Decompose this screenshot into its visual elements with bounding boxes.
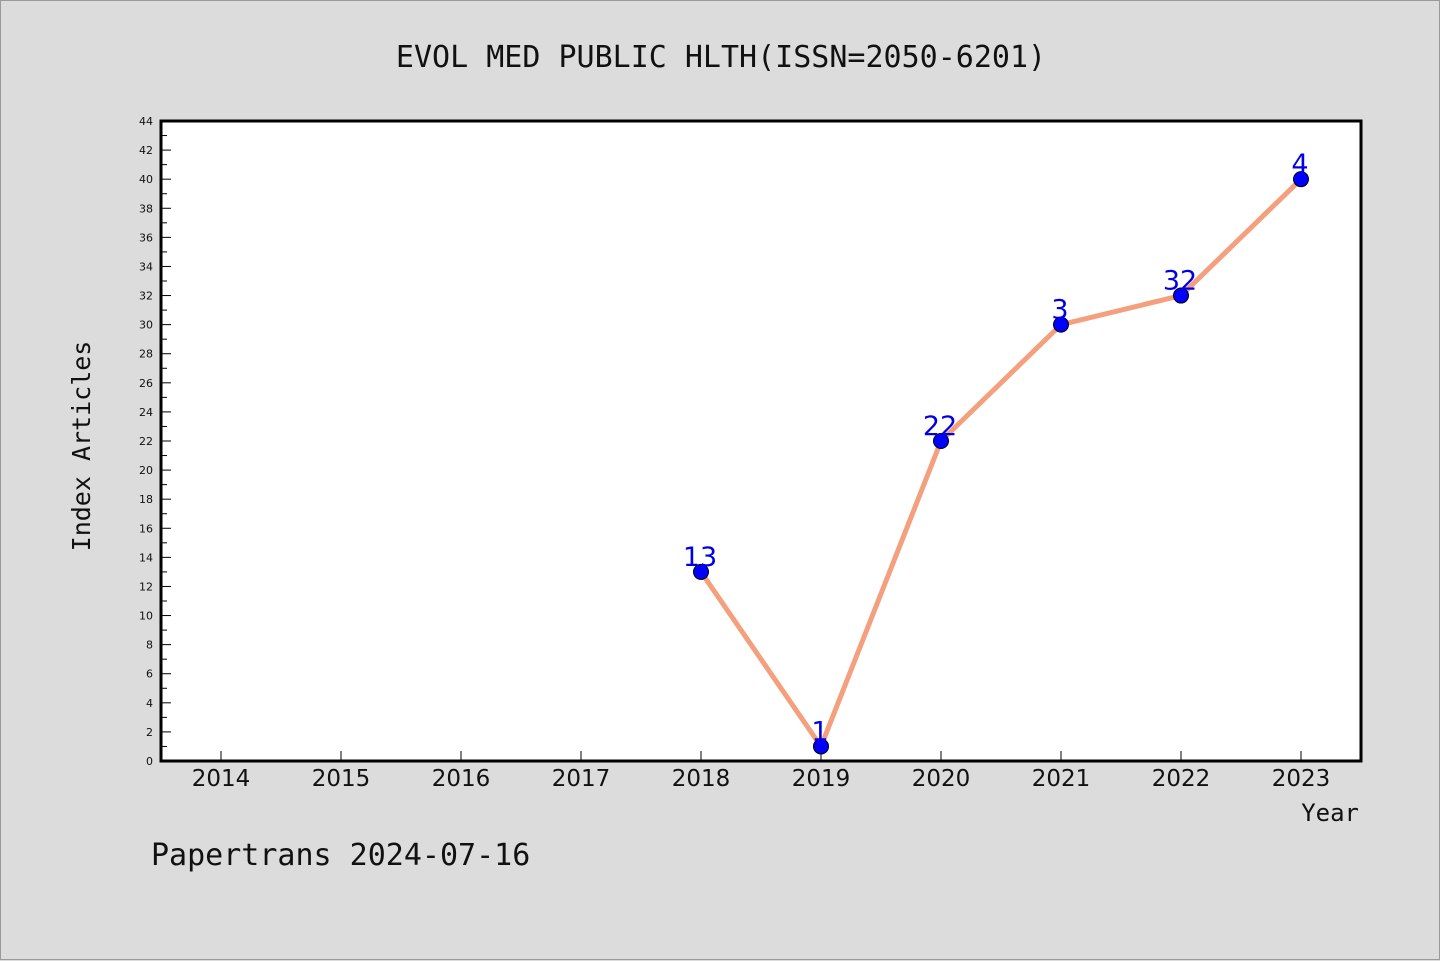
footer-credit: Papertrans 2024-07-16 xyxy=(151,838,530,873)
y-tick-label: 24 xyxy=(139,406,153,419)
y-tick-label: 34 xyxy=(139,260,153,273)
x-axis-ticks: 2014 2015 2016 2017 2018 2019 2020 2021 2022 2023 xyxy=(192,751,1331,792)
y-tick-label: 8 xyxy=(146,639,153,652)
x-axis-label: Year xyxy=(1301,799,1359,827)
y-tick-label: 18 xyxy=(139,493,153,506)
series-line xyxy=(698,176,1304,749)
y-tick-label: 40 xyxy=(139,173,153,186)
x-tick-label: 2014 xyxy=(192,766,251,792)
y-tick-label: 26 xyxy=(139,377,153,390)
data-point-label: 3 xyxy=(1051,295,1068,326)
y-tick-label: 30 xyxy=(139,319,153,332)
y-tick-label: 20 xyxy=(139,464,153,477)
x-tick-label: 2017 xyxy=(552,766,611,792)
x-tick-label: 2020 xyxy=(912,766,971,792)
y-tick-label: 2 xyxy=(146,726,153,739)
data-point-label: 32 xyxy=(1163,266,1197,297)
data-point-marker xyxy=(693,563,709,580)
y-axis-label: Index Articles xyxy=(67,341,96,552)
data-point-marker xyxy=(813,738,829,755)
y-axis-ticks: 0246810121416182022242628303234363840424… xyxy=(139,115,171,768)
x-tick-label: 2022 xyxy=(1152,766,1211,792)
y-tick-label: 44 xyxy=(139,115,153,128)
data-point-marker xyxy=(1293,171,1309,188)
data-point-label: 13 xyxy=(683,542,717,573)
y-tick-label: 36 xyxy=(139,231,153,244)
data-point-label: 4 xyxy=(1291,149,1308,180)
y-tick-label: 10 xyxy=(139,610,153,623)
data-point-marker xyxy=(1053,316,1069,333)
y-tick-label: 28 xyxy=(139,348,153,361)
data-point-label: 1 xyxy=(811,716,828,747)
x-tick-label: 2015 xyxy=(312,766,371,792)
chart-title: EVOL MED PUBLIC HLTH(ISSN=2050-6201) xyxy=(396,40,1046,75)
data-point-marker xyxy=(933,433,949,449)
data-point-label: 22 xyxy=(923,411,957,442)
y-tick-label: 4 xyxy=(146,697,153,710)
y-tick-label: 16 xyxy=(139,522,153,535)
x-tick-label: 2021 xyxy=(1032,766,1091,792)
series-markers-group xyxy=(693,171,1309,755)
x-tick-label: 2023 xyxy=(1272,766,1331,792)
data-labels-group: 13 1 22 3 32 4 xyxy=(683,149,1309,747)
data-point-marker xyxy=(1173,287,1189,304)
y-tick-label: 14 xyxy=(139,551,153,564)
y-tick-label: 32 xyxy=(139,290,153,303)
y-tick-label: 38 xyxy=(139,202,153,215)
y-tick-label: 12 xyxy=(139,580,153,593)
x-tick-label: 2019 xyxy=(792,766,851,792)
y-tick-label: 0 xyxy=(146,755,153,768)
y-tick-label: 6 xyxy=(146,668,153,681)
x-tick-label: 2018 xyxy=(672,766,731,792)
series-line-group xyxy=(698,176,1304,749)
x-tick-label: 2016 xyxy=(432,766,491,792)
y-tick-label: 42 xyxy=(139,144,153,157)
plot-area xyxy=(159,119,1363,763)
y-tick-label: 22 xyxy=(139,435,153,448)
